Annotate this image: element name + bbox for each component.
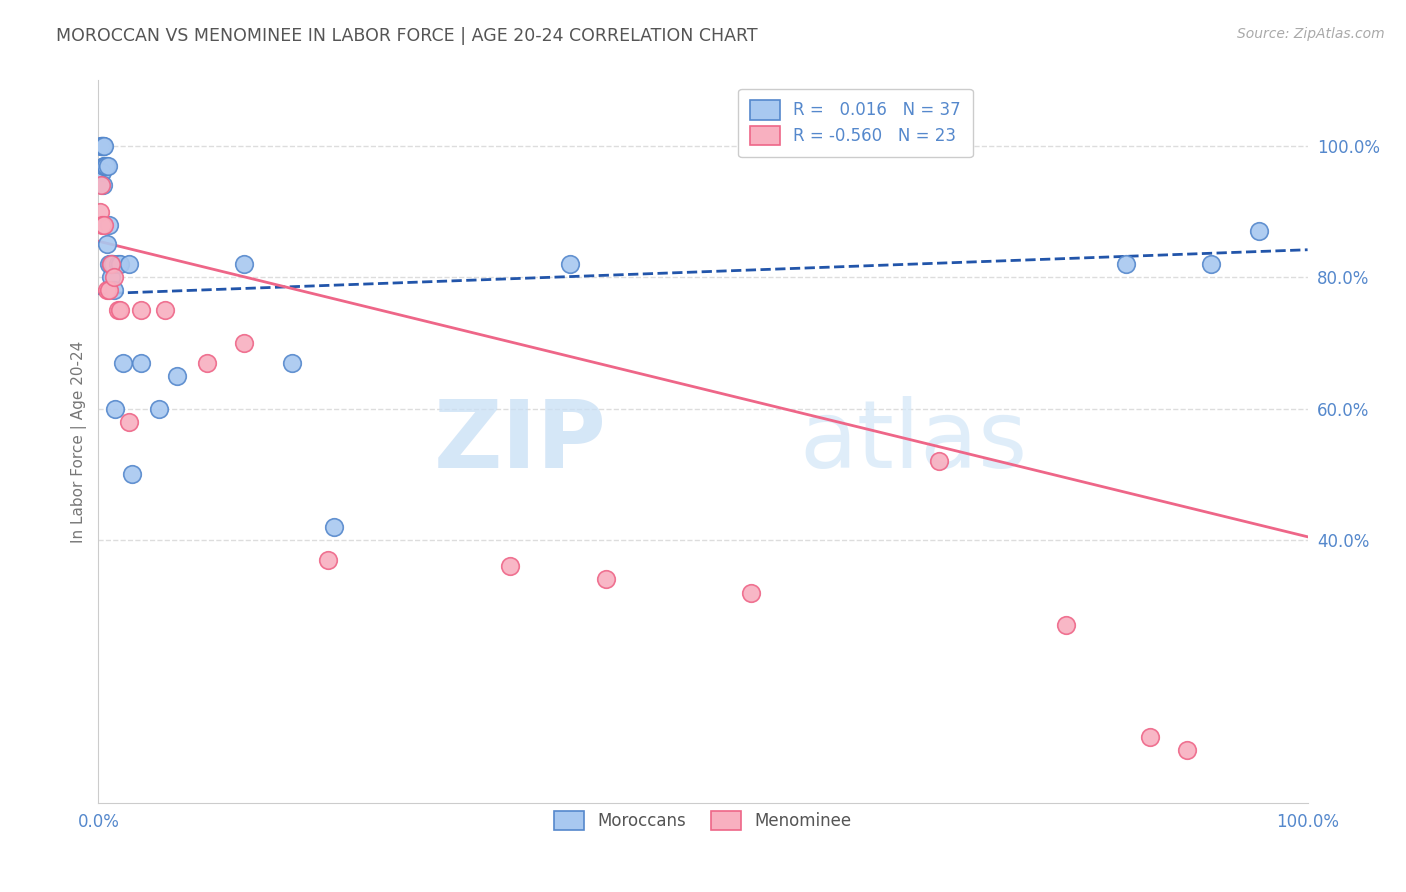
Point	[121, 467, 143, 482]
Point	[166, 368, 188, 383]
Point	[107, 303, 129, 318]
Point	[108, 303, 131, 318]
Point	[1199, 257, 1222, 271]
Point	[91, 178, 114, 193]
Point	[94, 159, 117, 173]
Point	[93, 218, 115, 232]
Point	[153, 303, 176, 318]
Point	[101, 257, 124, 271]
Point	[100, 257, 122, 271]
Point	[232, 257, 254, 271]
Point	[1054, 618, 1077, 632]
Point	[129, 356, 152, 370]
Point	[195, 356, 218, 370]
Point	[98, 284, 121, 298]
Point	[928, 454, 950, 468]
Point	[93, 139, 115, 153]
Point	[118, 415, 141, 429]
Point	[96, 237, 118, 252]
Text: MOROCCAN VS MENOMINEE IN LABOR FORCE | AGE 20-24 CORRELATION CHART: MOROCCAN VS MENOMINEE IN LABOR FORCE | A…	[56, 27, 758, 45]
Point	[232, 336, 254, 351]
Point	[595, 573, 617, 587]
Point	[91, 139, 114, 153]
Legend: Moroccans, Menominee: Moroccans, Menominee	[543, 799, 863, 841]
Point	[90, 139, 112, 153]
Point	[94, 159, 117, 173]
Text: ZIP: ZIP	[433, 395, 606, 488]
Point	[90, 139, 112, 153]
Point	[1175, 743, 1198, 757]
Point	[93, 159, 115, 173]
Point	[98, 218, 121, 232]
Point	[129, 303, 152, 318]
Point	[740, 585, 762, 599]
Point	[103, 284, 125, 298]
Point	[100, 270, 122, 285]
Point	[107, 257, 129, 271]
Point	[90, 178, 112, 193]
Point	[96, 284, 118, 298]
Point	[111, 356, 134, 370]
Text: atlas: atlas	[800, 395, 1028, 488]
Point	[108, 257, 131, 271]
Point	[89, 204, 111, 219]
Point	[103, 270, 125, 285]
Point	[91, 165, 114, 179]
Point	[91, 139, 114, 153]
Point	[100, 257, 122, 271]
Point	[148, 401, 170, 416]
Point	[97, 159, 120, 173]
Point	[91, 139, 114, 153]
Point	[316, 553, 339, 567]
Point	[100, 257, 122, 271]
Point	[91, 218, 114, 232]
Point	[104, 401, 127, 416]
Point	[98, 257, 121, 271]
Text: Source: ZipAtlas.com: Source: ZipAtlas.com	[1237, 27, 1385, 41]
Point	[498, 559, 520, 574]
Point	[93, 159, 115, 173]
Point	[1249, 224, 1271, 238]
Y-axis label: In Labor Force | Age 20-24: In Labor Force | Age 20-24	[72, 341, 87, 542]
Point	[1139, 730, 1161, 744]
Point	[1115, 257, 1137, 271]
Point	[323, 520, 346, 534]
Point	[558, 257, 581, 271]
Point	[118, 257, 141, 271]
Point	[281, 356, 304, 370]
